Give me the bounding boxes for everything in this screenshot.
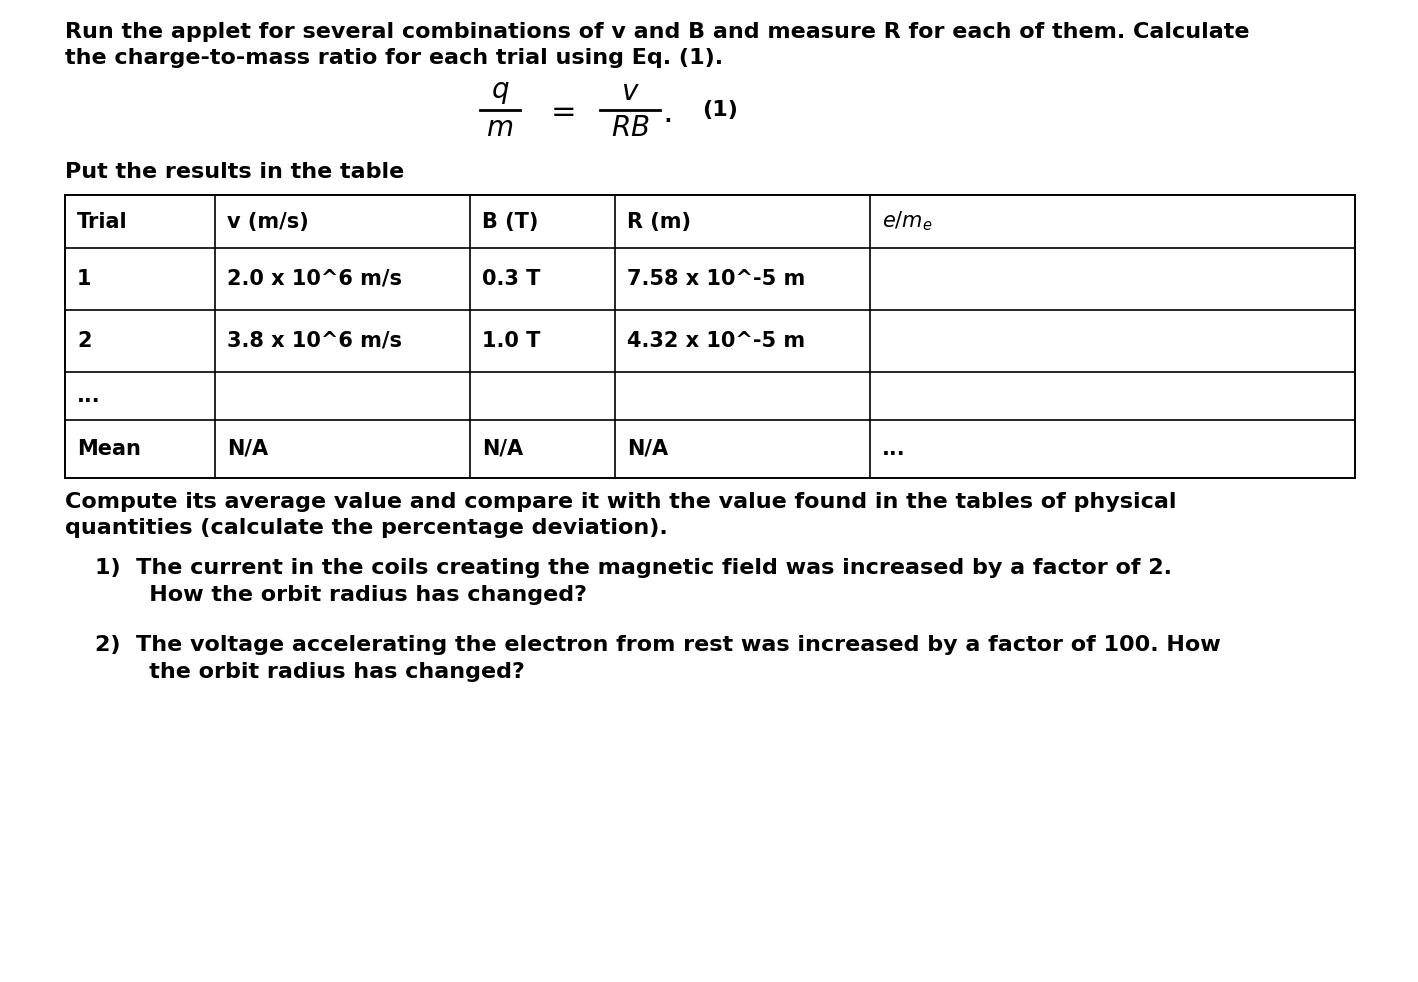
Text: 1.0 T: 1.0 T [482, 331, 540, 351]
Text: $RB$: $RB$ [611, 114, 649, 142]
Text: 4.32 x 10^-5 m: 4.32 x 10^-5 m [627, 331, 805, 351]
Text: $m$: $m$ [486, 114, 513, 142]
Text: 1: 1 [77, 269, 92, 289]
Text: .: . [662, 95, 674, 129]
Text: ...: ... [77, 386, 101, 406]
Text: 2.0 x 10^6 m/s: 2.0 x 10^6 m/s [227, 269, 401, 289]
Text: B (T): B (T) [482, 211, 539, 232]
Text: quantities (calculate the percentage deviation).: quantities (calculate the percentage dev… [65, 518, 668, 538]
Text: Run the applet for several combinations of v and B and measure R for each of the: Run the applet for several combinations … [65, 22, 1249, 42]
Text: 1)  The current in the coils creating the magnetic field was increased by a fact: 1) The current in the coils creating the… [95, 558, 1173, 578]
Text: Put the results in the table: Put the results in the table [65, 162, 404, 182]
Text: $q$: $q$ [491, 78, 509, 106]
Text: $e/m_e$: $e/m_e$ [882, 210, 933, 234]
Text: v (m/s): v (m/s) [227, 211, 309, 232]
Text: R (m): R (m) [627, 211, 691, 232]
Text: $v$: $v$ [621, 78, 640, 106]
Text: 7.58 x 10^-5 m: 7.58 x 10^-5 m [627, 269, 805, 289]
Text: 2: 2 [77, 331, 92, 351]
Text: Mean: Mean [77, 439, 140, 459]
Text: N/A: N/A [627, 439, 668, 459]
Text: 3.8 x 10^6 m/s: 3.8 x 10^6 m/s [227, 331, 401, 351]
Text: 0.3 T: 0.3 T [482, 269, 540, 289]
Text: Compute its average value and compare it with the value found in the tables of p: Compute its average value and compare it… [65, 492, 1177, 512]
Text: the charge-to-mass ratio for each trial using Eq. (1).: the charge-to-mass ratio for each trial … [65, 48, 723, 68]
Text: (1): (1) [702, 100, 737, 120]
Text: How the orbit radius has changed?: How the orbit radius has changed? [95, 585, 587, 605]
Text: N/A: N/A [227, 439, 268, 459]
Text: the orbit radius has changed?: the orbit radius has changed? [95, 662, 525, 682]
Text: 2)  The voltage accelerating the electron from rest was increased by a factor of: 2) The voltage accelerating the electron… [95, 635, 1221, 655]
Bar [65, 195, 1356, 478]
Text: N/A: N/A [482, 439, 523, 459]
Text: ...: ... [882, 439, 906, 459]
Text: Trial: Trial [77, 211, 128, 232]
Text: $=$: $=$ [545, 95, 576, 125]
